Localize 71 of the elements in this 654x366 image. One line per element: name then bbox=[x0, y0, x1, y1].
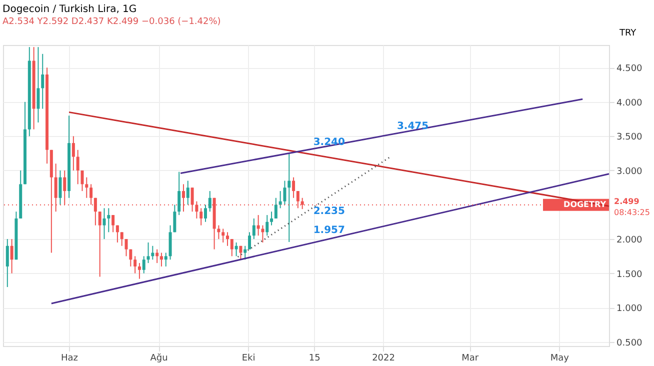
candlestick bbox=[138, 262, 141, 280]
candlestick bbox=[222, 228, 225, 243]
candlestick bbox=[256, 214, 260, 236]
x-tick-label: Eki bbox=[242, 354, 256, 364]
candlestick bbox=[234, 242, 238, 257]
y-axis-title: TRY bbox=[618, 28, 637, 38]
candlestick bbox=[124, 238, 128, 257]
y-tick-label: 0.500 bbox=[616, 338, 643, 348]
candlestick bbox=[292, 176, 296, 198]
candlestick bbox=[208, 190, 212, 212]
candlestick bbox=[98, 211, 102, 278]
candlestick bbox=[288, 154, 291, 242]
candlestick bbox=[107, 208, 110, 233]
candlestick bbox=[160, 252, 163, 267]
ref-line-label: DOGETRY bbox=[564, 200, 606, 209]
candlestick bbox=[134, 256, 137, 274]
y-tick-label: 2.000 bbox=[616, 236, 643, 246]
candlestick bbox=[80, 170, 84, 192]
candlestick bbox=[120, 232, 124, 246]
candlestick bbox=[239, 245, 242, 260]
y-tick-label: 3.500 bbox=[616, 132, 643, 143]
x-tick-label: 15 bbox=[308, 354, 320, 364]
candlestick bbox=[186, 180, 190, 206]
y-tick-label: 4.000 bbox=[616, 98, 643, 108]
candlestick bbox=[278, 190, 282, 209]
y-tick-label: 3.000 bbox=[616, 166, 643, 177]
y-tick-label: 4.500 bbox=[616, 64, 643, 74]
candlestick bbox=[230, 238, 234, 257]
x-tick-label: 2022 bbox=[372, 354, 395, 364]
text: 08:43:25 bbox=[614, 208, 650, 217]
y-tick-label: 1.000 bbox=[616, 304, 643, 314]
candlestick bbox=[164, 252, 168, 267]
candlestick bbox=[274, 197, 278, 219]
candlestick bbox=[204, 204, 207, 222]
candlestick bbox=[178, 171, 181, 216]
candlestick bbox=[248, 232, 252, 250]
candlestick bbox=[168, 224, 172, 260]
candlestick bbox=[10, 238, 14, 274]
annotation: 1.957 bbox=[313, 224, 345, 236]
candlestick bbox=[252, 218, 256, 240]
candlestick bbox=[266, 214, 269, 236]
candlestick bbox=[76, 149, 80, 185]
annotation: 3.240 bbox=[313, 137, 345, 148]
y-tick-label: 1.500 bbox=[616, 270, 643, 280]
candlestick bbox=[129, 248, 132, 267]
x-tick-label: May bbox=[550, 354, 570, 364]
candlestick bbox=[244, 245, 247, 260]
candlestick bbox=[72, 136, 75, 171]
candlestick bbox=[116, 224, 119, 243]
x-tick-label: Mar bbox=[462, 354, 479, 364]
x-tick-label: Ağu bbox=[150, 352, 168, 364]
candlestick bbox=[58, 170, 62, 206]
candlestick bbox=[6, 238, 9, 288]
x-tick-label: Haz bbox=[61, 354, 78, 364]
candlestick bbox=[200, 208, 203, 226]
annotation: 2.235 bbox=[313, 206, 345, 217]
chart-title: Dogecoin / Turkish Lira, 1G bbox=[2, 4, 137, 15]
candlestick bbox=[270, 211, 274, 226]
candlestick bbox=[142, 256, 146, 274]
annotation: 3.475 bbox=[396, 120, 429, 132]
candlestick bbox=[283, 180, 286, 206]
candlestick bbox=[41, 53, 44, 110]
candlestick bbox=[36, 46, 40, 123]
candlestick bbox=[85, 176, 88, 198]
candlestick bbox=[146, 242, 150, 264]
chart-subtitle: A2.534 Y2.592 D2.437 K2.499 −0.036 (−1.42%) bbox=[2, 17, 221, 27]
text: 2.499 bbox=[614, 196, 640, 206]
candlestick bbox=[112, 214, 115, 233]
candlestick bbox=[226, 232, 229, 246]
candlestick bbox=[102, 208, 106, 240]
candlestick bbox=[173, 204, 176, 233]
